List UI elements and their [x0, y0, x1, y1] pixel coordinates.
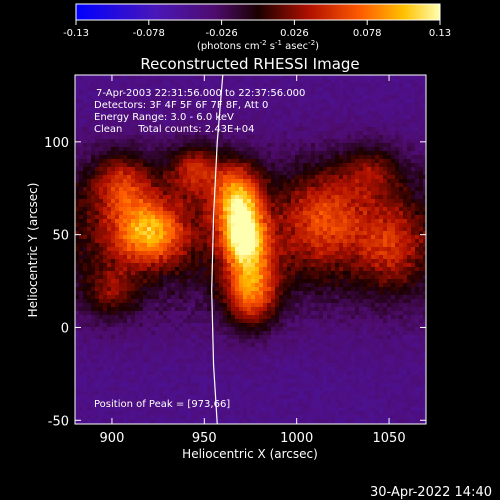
y-tick-label: 50	[52, 229, 69, 244]
colorbar-tick-label: -0.13	[63, 28, 89, 39]
x-axis-label: Heliocentric X (arcsec)	[182, 447, 318, 461]
annotation-time-range: 7-Apr-2003 22:31:56.000 to 22:37:56.000	[96, 88, 305, 99]
chart-title: Reconstructed RHESSI Image	[140, 55, 359, 73]
plot-area: 900 950 1000 1050 -50 0 50 100	[44, 74, 427, 446]
y-axis-ticks: -50 0 50 100	[44, 136, 426, 429]
colorbar-units: (photons cm-2 s-1 asec-2)	[197, 39, 319, 52]
colorbar-tick-label: -0.078	[133, 28, 165, 39]
colorbar-gradient	[75, 3, 441, 21]
y-tick-label: -50	[48, 414, 69, 429]
annotation-detectors: Detectors: 3F 4F 5F 6F 7F 8F, Att 0	[94, 100, 268, 111]
x-tick-label: 1050	[373, 431, 406, 446]
heatmap-image	[75, 75, 426, 424]
x-tick-label: 900	[100, 431, 125, 446]
y-tick-label: 100	[44, 136, 69, 151]
x-axis-ticks: 900 950 1000 1050	[100, 75, 406, 446]
x-tick-label: 1000	[280, 431, 313, 446]
colorbar-tick-label: 0.078	[353, 28, 382, 39]
colorbar-ticks: -0.13 -0.078 -0.026 0.026 0.078 0.13	[63, 20, 451, 39]
annotation-peak: Position of Peak = [973,66]	[94, 399, 230, 410]
colorbar-tick-label: -0.026	[205, 28, 237, 39]
annotation-energy: Energy Range: 3.0 - 6.0 keV	[94, 112, 234, 123]
annotations: 7-Apr-2003 22:31:56.000 to 22:37:56.000 …	[94, 88, 305, 410]
plot-frame	[74, 74, 427, 425]
colorbar-tick-label: 0.13	[429, 28, 451, 39]
y-tick-label: 0	[61, 321, 69, 336]
annotation-clean: Clean Total counts: 2.43E+04	[94, 124, 254, 135]
colorbar: -0.13 -0.078 -0.026 0.026 0.078 0.13 (photons…	[63, 3, 451, 52]
x-tick-label: 950	[192, 431, 217, 446]
solar-limb-curve	[211, 75, 224, 424]
footer-timestamp: 30-Apr-2022 14:40	[370, 485, 492, 500]
y-axis-label: Heliocentric Y (arcsec)	[26, 183, 40, 318]
colorbar-tick-label: 0.026	[280, 28, 309, 39]
